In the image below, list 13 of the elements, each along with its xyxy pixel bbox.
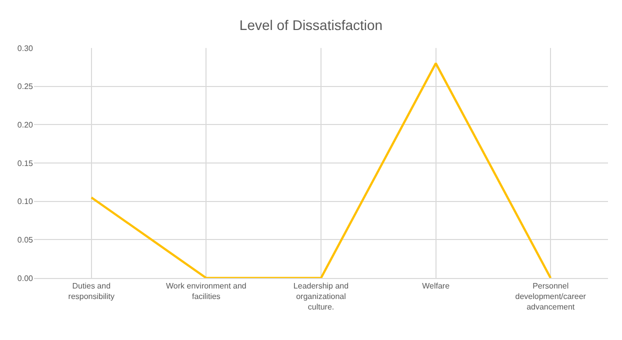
x-tick-label: Duties and responsibility [68,282,115,301]
y-tick-label: 0.00 [17,274,34,283]
y-tick-label: 0.05 [17,235,34,244]
x-tick-label: Leadership and organizational culture. [293,282,349,312]
x-tick-label: Work environment and facilities [166,282,246,301]
x-tick-label: Welfare [422,282,450,291]
x-tick-label: Personnel development/career advancement [515,282,586,312]
chart-title: Level of Dissatisfaction [239,17,383,34]
y-tick-label: 0.20 [17,120,34,130]
y-tick-label: 0.15 [17,158,34,168]
y-tick-label: 0.25 [17,82,34,92]
y-tick-label: 0.10 [17,197,34,206]
y-tick-label: 0.30 [17,44,34,53]
